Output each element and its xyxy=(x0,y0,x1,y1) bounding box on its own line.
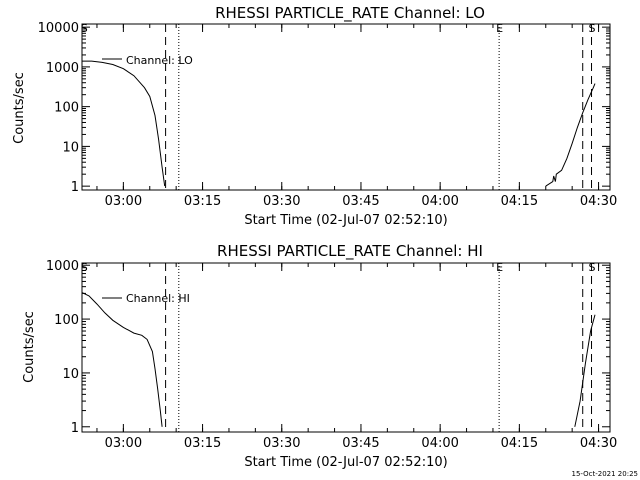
legend-label: Channel: LO xyxy=(126,54,193,67)
x-tick-label: 04:00 xyxy=(421,194,458,209)
x-tick-label: 03:15 xyxy=(184,436,221,451)
event-marker-label: E xyxy=(496,261,503,274)
x-tick-label: 03:30 xyxy=(263,194,300,209)
x-tick-label: 03:00 xyxy=(105,436,142,451)
y-tick-label: 1000 xyxy=(46,61,79,76)
x-tick-label: 04:00 xyxy=(421,436,458,451)
x-tick-label: 04:30 xyxy=(580,194,617,209)
x-tick-label: 03:15 xyxy=(184,194,221,209)
chart-title: RHESSI PARTICLE_RATE Channel: LO xyxy=(215,4,485,23)
chart-title: RHESSI PARTICLE_RATE Channel: HI xyxy=(217,242,483,261)
x-axis-label: Start Time (02-Jul-07 02:52:10) xyxy=(244,213,447,228)
event-marker-label: S xyxy=(589,261,596,274)
y-axis-label: Counts/sec xyxy=(22,311,37,383)
y-axis-label: Counts/sec xyxy=(12,72,27,144)
y-tick-label: 1 xyxy=(71,180,79,195)
y-tick-label: 1000 xyxy=(46,259,79,274)
y-tick-label: 10 xyxy=(62,140,79,155)
y-tick-label: 10000 xyxy=(38,21,79,36)
data-series-line xyxy=(82,60,166,187)
x-tick-label: 03:45 xyxy=(342,194,379,209)
data-series-line xyxy=(81,292,163,427)
plot-frame xyxy=(81,262,611,433)
channel-hi-panel: RHESSI PARTICLE_RATE Channel: HI Start T… xyxy=(22,242,617,470)
channel-lo-panel: RHESSI PARTICLE_RATE Channel: LO Start T… xyxy=(12,4,617,228)
data-series-line xyxy=(574,314,596,427)
footer-timestamp: 15-Oct-2021 20:25 xyxy=(572,470,638,478)
event-marker-label: S xyxy=(589,22,596,35)
x-tick-label: 03:00 xyxy=(105,194,142,209)
x-axis-label: Start Time (02-Jul-07 02:52:10) xyxy=(244,455,447,470)
data-series-line xyxy=(545,83,596,187)
plot-frame xyxy=(81,23,611,191)
legend-label: Channel: HI xyxy=(126,292,190,305)
y-tick-label: 10 xyxy=(62,367,79,382)
x-tick-label: 03:45 xyxy=(342,436,379,451)
x-tick-label: 04:30 xyxy=(580,436,617,451)
event-marker-label: E xyxy=(496,22,503,35)
y-tick-label: 100 xyxy=(54,313,79,328)
event-marker-label: S xyxy=(81,22,88,35)
y-tick-label: 100 xyxy=(54,101,79,116)
event-marker-label: S xyxy=(81,261,88,274)
x-tick-label: 03:30 xyxy=(263,436,300,451)
x-tick-label: 04:15 xyxy=(501,194,538,209)
y-tick-label: 1 xyxy=(71,421,79,436)
x-tick-label: 04:15 xyxy=(501,436,538,451)
